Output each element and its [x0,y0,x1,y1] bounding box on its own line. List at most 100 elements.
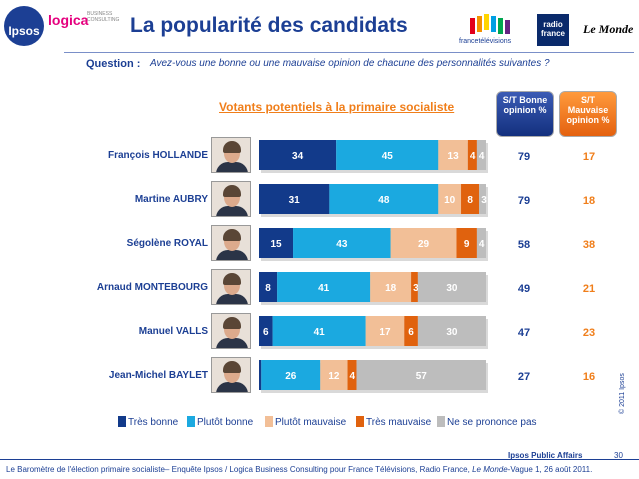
bar-segment [261,360,321,390]
good-total-value: 47 [518,327,530,339]
page-title: La popularité des candidats [130,14,408,37]
bar-value-label: 41 [318,283,330,294]
bar-segment [476,228,486,258]
question-label: Question : [86,58,141,70]
footer-source-part1: Le Baromètre de l'élection primaire soci… [6,465,470,474]
logica-logo: logica [48,12,89,28]
bar-value-label: 3 [413,283,419,294]
bar-segment [417,316,486,346]
candidate-name: Martine AUBRY [134,194,208,205]
bar-value-label: 6 [408,327,414,338]
bar-segment [411,272,418,302]
legend-label: Plutôt bonne [197,417,254,428]
footer-source-part2: -Vague 1, 26 août 2011. [507,465,593,474]
bar-value-label: 4 [470,151,476,162]
bar-segment [293,228,391,258]
candidate-photo [211,225,251,261]
bar-segment [438,184,462,214]
good-total-value: 27 [518,371,530,383]
bar-segment [390,228,457,258]
footer-divider [0,459,639,460]
bad-total-value: 17 [583,151,595,163]
good-total-value: 79 [518,195,530,207]
bar-value-label: 18 [385,283,397,294]
footer-source: Le Baromètre de l'élection primaire soci… [6,465,592,474]
footer-brand: Ipsos Public Affairs [508,451,583,460]
candidate-photo [211,137,251,173]
bar-segment [259,316,273,346]
bar-segment [259,184,330,214]
bar-segment [404,316,418,346]
radio-france-logo: radio france [537,14,569,46]
candidate-name: François HOLLANDE [107,150,208,161]
bar-value-label: 45 [382,151,394,162]
bar-segment [329,184,439,214]
legend-swatch [118,416,126,427]
bar-segment [370,272,412,302]
bar-value-label: 30 [446,327,458,338]
page-number: 30 [614,451,623,460]
bar-segment [356,360,486,390]
bar-value-label: 15 [270,239,282,250]
bar-segment [259,140,337,170]
bar-segment [456,228,477,258]
bar-value-label: 30 [446,283,458,294]
bar-segment [461,184,480,214]
bar-value-label: 4 [479,151,485,162]
bar-value-label: 48 [378,195,390,206]
copyright: © 2011 Ipsos [619,373,626,414]
ipsos-logo: Ipsos [4,6,44,46]
good-opinion-header: S/T Bonne opinion % [496,91,554,137]
bar-value-label: 12 [328,371,340,382]
bar-value-label: 3 [481,195,487,206]
candidate-photo [211,181,251,217]
bad-total-value: 21 [583,283,595,295]
bar-value-label: 6 [263,327,269,338]
candidate-name: Arnaud MONTEBOURG [96,282,208,293]
good-total-value: 49 [518,283,530,295]
legend-swatch [437,416,445,427]
legend-swatch [187,416,195,427]
bad-total-value: 38 [583,239,595,251]
candidate-photo [211,269,251,305]
france-televisions-logo-icon [470,14,510,34]
bar-value-label: 4 [350,371,356,382]
bar-segment [259,228,294,258]
france-televisions-label: francetélévisions [459,38,512,45]
chart-title: Votants potentiels à la primaire sociali… [219,100,455,114]
legend-swatch [356,416,364,427]
candidate-photo [211,357,251,393]
candidate-name: Ségolène ROYAL [126,238,208,249]
bar-segment [479,184,486,214]
bar-value-label: 13 [448,151,460,162]
le-monde-logo: Le Monde [583,22,634,36]
bar-value-label: 10 [444,195,456,206]
bar-segment [467,140,477,170]
question-text: Avez-vous une bonne ou une mauvaise opin… [150,58,550,69]
bar-value-label: 43 [336,239,348,250]
header-divider [64,52,634,53]
bar-segment [259,360,262,390]
bar-value-label: 29 [418,239,430,250]
bar-segment [320,360,348,390]
bar-segment [438,140,468,170]
bar-segment [476,140,486,170]
legend-label: Très mauvaise [366,417,432,428]
bar-value-label: 31 [289,195,301,206]
bar-value-label: 26 [285,371,297,382]
bar-segment [347,360,357,390]
bar-segment [259,272,278,302]
bar-segment [336,140,439,170]
legend-swatch [265,416,273,427]
bar-value-label: 4 [479,239,485,250]
bad-total-value: 23 [583,327,595,339]
bar-segment [417,272,486,302]
logica-subtitle: BUSINESS CONSULTING [87,11,120,23]
bad-opinion-header: S/T Mauvaise opinion % [559,91,617,137]
bar-value-label: 8 [467,195,473,206]
candidate-photo [211,313,251,349]
legend-label: Plutôt mauvaise [275,417,347,428]
legend-label: Ne se prononce pas [447,417,537,428]
candidate-name: Manuel VALLS [138,326,208,337]
